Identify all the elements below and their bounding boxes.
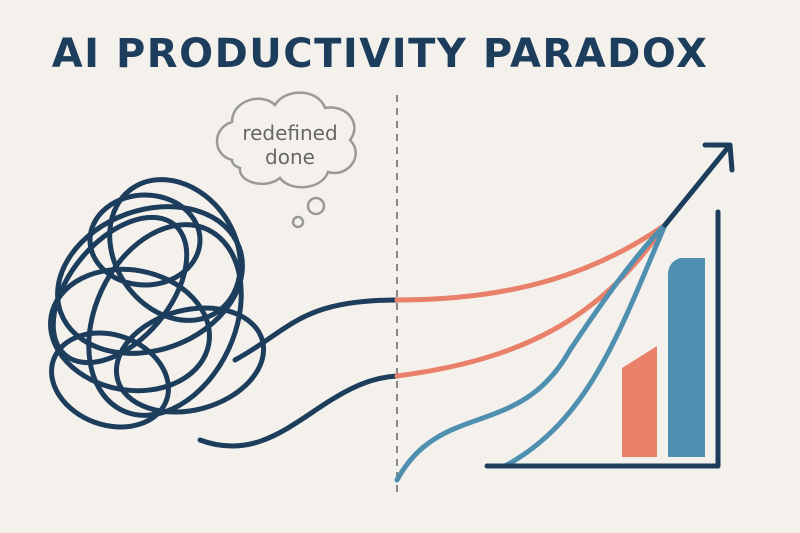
thought-line: done	[265, 145, 315, 169]
bar-shape	[668, 258, 705, 457]
thought-line: redefined	[242, 121, 337, 145]
rising-line	[394, 222, 668, 483]
rising-line	[394, 222, 668, 303]
thought-bubble: redefined done	[215, 91, 357, 229]
rising-line	[394, 222, 668, 379]
tangle	[48, 177, 400, 449]
arrow	[662, 142, 735, 228]
bar-shape	[622, 346, 657, 457]
title: AI PRODUCTIVITY PARADOX	[52, 31, 709, 77]
rising-line	[502, 222, 668, 469]
